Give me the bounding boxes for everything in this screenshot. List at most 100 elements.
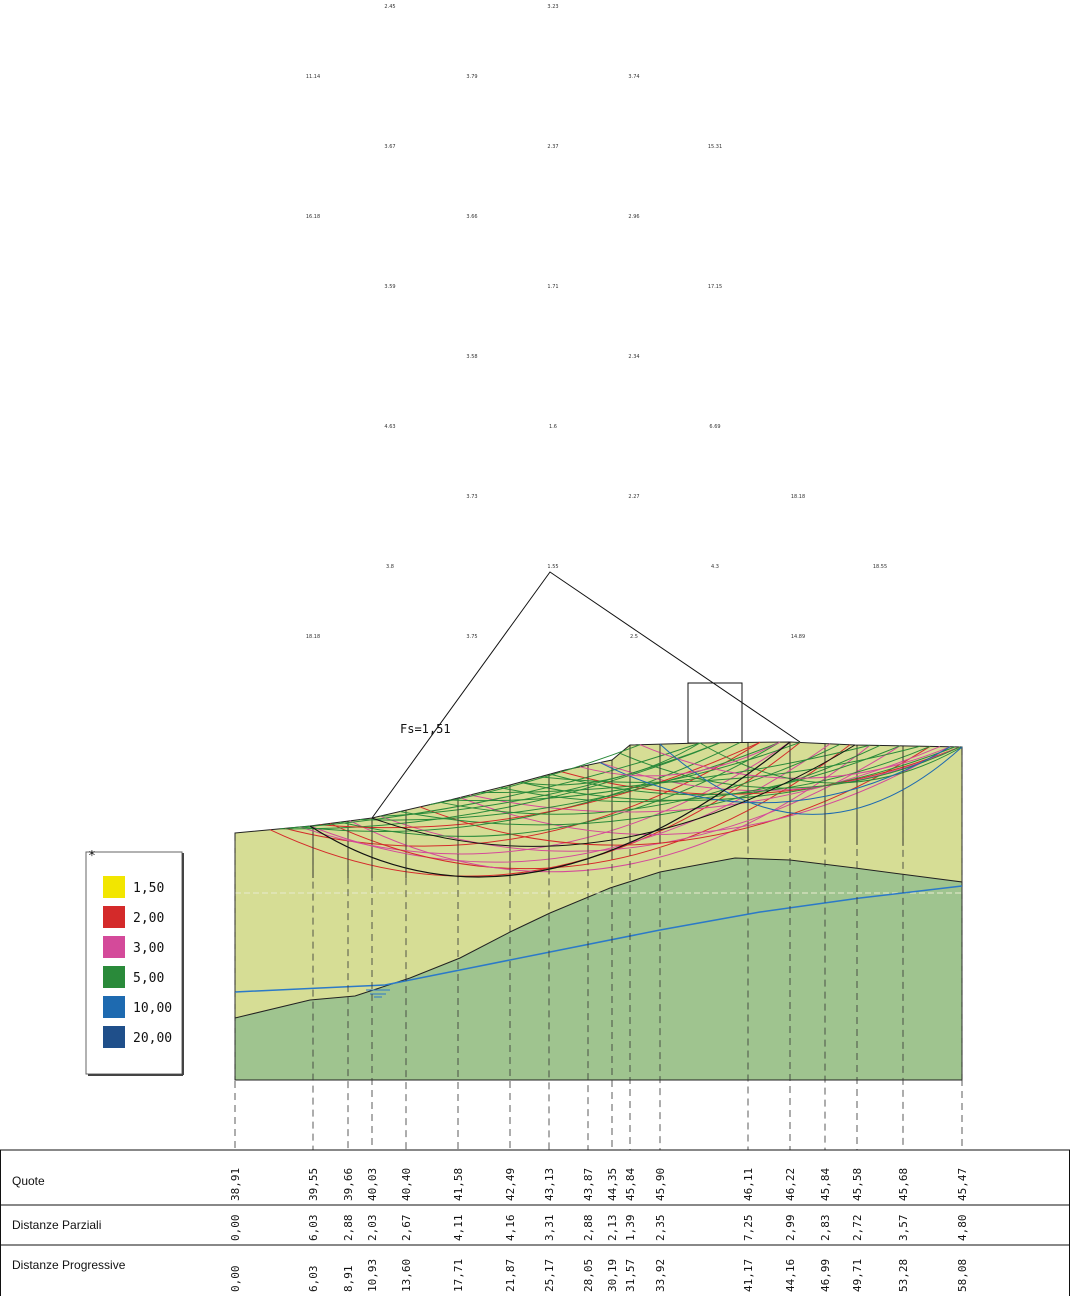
slip-surface — [549, 745, 931, 796]
table-value: 41,17 — [742, 1259, 755, 1292]
table-value: 45,84 — [624, 1168, 637, 1201]
legend-label: 20,00 — [133, 1031, 172, 1046]
table-value: 33,92 — [654, 1259, 667, 1292]
table-value: 0,00 — [229, 1215, 242, 1242]
table-value: 53,28 — [897, 1259, 910, 1292]
table-value: 40,03 — [366, 1168, 379, 1201]
grid-fs-label: 2.37 — [547, 144, 558, 150]
grid-fs-label: 2.45 — [384, 4, 395, 10]
table-value: 44,35 — [606, 1168, 619, 1201]
slip-surface — [439, 743, 841, 815]
slip-surface — [459, 746, 951, 836]
legend-swatch — [103, 996, 125, 1018]
table-value: 2,83 — [819, 1215, 832, 1242]
table-value: 4,16 — [504, 1215, 517, 1242]
table-value: 49,71 — [851, 1259, 864, 1292]
table-value: 2,35 — [654, 1215, 667, 1242]
grid-fs-label: 4.63 — [384, 424, 395, 430]
slip-surface — [519, 746, 956, 802]
table-value: 46,99 — [819, 1259, 832, 1292]
legend-label: 10,00 — [133, 1001, 172, 1016]
search-grid-fs-labels: 2.45 3.23 11.14 3.79 3.74 3.67 2.37 15.31 16.18 3… — [306, 4, 887, 640]
grid-fs-label: 2.5 — [630, 634, 638, 640]
slip-surface — [371, 744, 856, 847]
table-value: 13,60 — [400, 1259, 413, 1292]
legend: * 1,50 2,00 3,00 5,00 10,00 20,00 — [85, 849, 184, 1076]
table-value: 45,84 — [819, 1168, 832, 1201]
table-value: 31,57 — [624, 1259, 637, 1292]
legend-swatch — [103, 936, 125, 958]
slip-surface — [419, 745, 931, 846]
slip-surface — [429, 744, 641, 806]
table-value: 4,11 — [452, 1215, 465, 1242]
legend-label: 3,00 — [133, 941, 164, 956]
grid-fs-label: 1.6 — [549, 424, 557, 430]
grid-fs-label: 3.73 — [466, 494, 477, 500]
table-value: 3,31 — [543, 1215, 556, 1242]
grid-fs-label: 3.74 — [628, 74, 639, 80]
grid-fs-label: 3.59 — [384, 284, 395, 290]
table-value: 46,22 — [784, 1168, 797, 1201]
table-value: 6,03 — [307, 1215, 320, 1242]
table-value: 2,67 — [400, 1215, 413, 1242]
grid-fs-label: 1.55 — [547, 564, 558, 570]
table-value: 0,00 — [229, 1266, 242, 1293]
slip-surface — [399, 745, 881, 826]
slip-surface — [359, 741, 781, 821]
slip-surface — [539, 745, 921, 783]
critical-slip-surface — [309, 741, 791, 878]
grid-fs-label: 3.67 — [384, 144, 395, 150]
table-value: 45,47 — [956, 1168, 969, 1201]
table-value: 2,88 — [582, 1215, 595, 1242]
grid-fs-label: 3.75 — [466, 634, 477, 640]
table-value: 7,25 — [742, 1215, 755, 1242]
grid-fs-label: 3.8 — [386, 564, 394, 570]
table-value: 45,68 — [897, 1168, 910, 1201]
slip-surface — [659, 743, 963, 815]
slip-surface — [469, 746, 941, 813]
grid-fs-label: 18.55 — [873, 564, 887, 570]
critical-center-lines — [371, 571, 801, 819]
table-value: 4,80 — [956, 1215, 969, 1242]
slip-surface — [379, 742, 721, 817]
legend-swatch — [103, 876, 125, 898]
slip-surface — [559, 746, 961, 795]
table-value: 21,87 — [504, 1259, 517, 1292]
grid-fs-label: 18.18 — [306, 634, 320, 640]
table-value: 8,91 — [342, 1266, 355, 1293]
grid-fs-label: 3.66 — [466, 214, 477, 220]
slip-surface — [349, 744, 871, 873]
legend-label: 1,50 — [133, 881, 164, 896]
slip-surface — [289, 742, 701, 829]
table-value: 6,03 — [307, 1266, 320, 1293]
grid-fs-label: 14.89 — [791, 634, 805, 640]
table-value: 2,13 — [606, 1215, 619, 1242]
table-value: 45,90 — [654, 1168, 667, 1201]
legend-title: * — [88, 849, 96, 864]
table-value: 45,58 — [851, 1168, 864, 1201]
table-value: 1,39 — [624, 1215, 637, 1242]
slip-surface — [699, 742, 963, 784]
slip-surface — [449, 741, 801, 802]
legend-swatch — [103, 906, 125, 928]
grid-fs-label: 2.27 — [628, 494, 639, 500]
grid-fs-label: 11.14 — [306, 74, 320, 80]
table-value: 43,13 — [543, 1168, 556, 1201]
table-value: 2,99 — [784, 1215, 797, 1242]
row-label: Distanze Parziali — [12, 1218, 101, 1232]
table-value: 3,57 — [897, 1215, 910, 1242]
slip-surface — [319, 741, 761, 829]
grid-fs-label: 4.3 — [711, 564, 719, 570]
slip-surface — [519, 742, 701, 786]
table-value: 28,05 — [582, 1259, 595, 1292]
load-box — [687, 682, 743, 744]
water-table-marker — [366, 989, 390, 998]
table-value: 17,71 — [452, 1259, 465, 1292]
grid-fs-label: 3.79 — [466, 74, 477, 80]
table-value: 43,87 — [582, 1168, 595, 1201]
slip-surface — [339, 741, 781, 837]
grid-fs-label: 1.71 — [547, 284, 558, 290]
row-label: Distanze Progressive — [12, 1258, 126, 1272]
table-value: 25,17 — [543, 1259, 556, 1292]
